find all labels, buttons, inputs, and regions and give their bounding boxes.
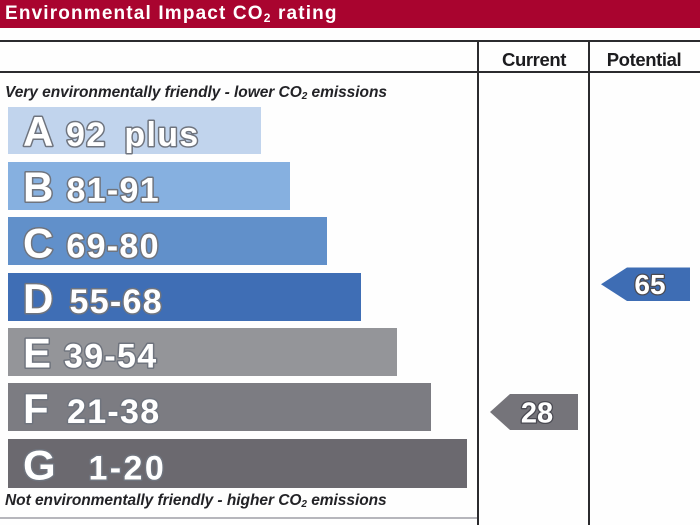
svg-text:F: F [23, 385, 49, 432]
svg-text:21-38: 21-38 [67, 393, 160, 431]
svg-text:39-54: 39-54 [64, 338, 157, 376]
svg-text:92: 92 [66, 116, 106, 154]
svg-text:plus: plus [124, 116, 199, 154]
svg-text:55-68: 55-68 [70, 283, 163, 321]
svg-text:B: B [23, 164, 53, 211]
svg-text:1-20: 1-20 [89, 450, 167, 488]
svg-text:81-91: 81-91 [67, 172, 160, 210]
svg-text:E: E [23, 330, 51, 377]
svg-text:28: 28 [521, 398, 553, 430]
svg-text:C: C [23, 220, 53, 267]
svg-text:A: A [23, 108, 53, 155]
svg-text:G: G [23, 442, 56, 489]
svg-text:D: D [23, 275, 53, 322]
svg-text:65: 65 [634, 269, 665, 300]
svg-text:69-80: 69-80 [66, 228, 159, 266]
